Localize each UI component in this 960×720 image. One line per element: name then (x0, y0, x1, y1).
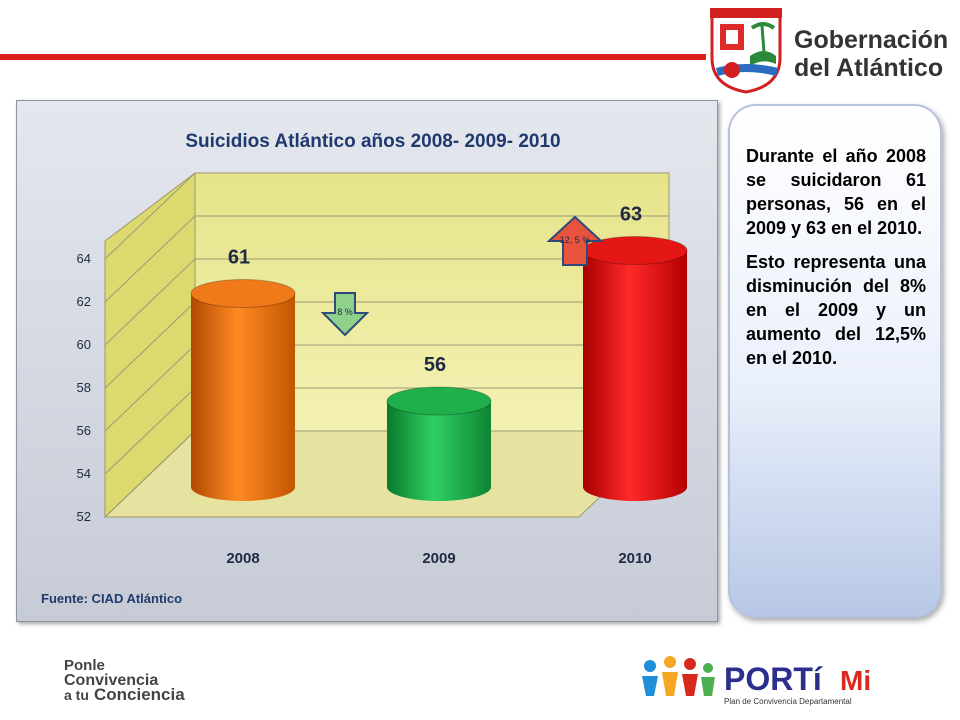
ponle-line3b: Conciencia (94, 685, 185, 702)
bar-body-1 (387, 401, 491, 501)
y-tick-label-4: 60 (77, 337, 91, 352)
x-tick-label-1: 2009 (422, 550, 455, 567)
bar-2010 (582, 236, 688, 501)
ponle-line1: Ponle (64, 657, 105, 674)
y-tick-label-0: 52 (77, 509, 91, 524)
header-red-rule (0, 54, 706, 60)
chart-source: Fuente: CIAD Atlántico (41, 591, 182, 606)
down-arrow-icon: 8 % (320, 292, 370, 337)
x-tick-label-2: 2010 (618, 550, 651, 567)
gridline-4 (104, 258, 669, 346)
data-label-2: 63 (620, 204, 642, 226)
gobernacion-logo: Gobernación del Atlántico (710, 8, 948, 94)
summary-card: Durante el año 2008 se suicidaron 61 per… (728, 104, 942, 618)
summary-paragraph-1: Durante el año 2008 se suicidaron 61 per… (746, 146, 926, 238)
y-tick-label-6: 64 (77, 251, 91, 266)
ponle-line3a: a tu (64, 687, 89, 702)
annotation-arrow-0 (320, 292, 370, 337)
y-tick-label-1: 54 (77, 466, 91, 481)
shield-icon (710, 8, 782, 94)
bar-top-0 (190, 279, 296, 308)
bar-2009 (386, 386, 492, 501)
portimi-mi: Mi (840, 665, 871, 696)
annotation-label-1: 12, 5 % (560, 235, 591, 245)
x-tick-label-0: 2008 (226, 550, 259, 567)
portimi-subtitle: Plan de Convivencia Departamental (724, 697, 852, 706)
gridline-5 (104, 215, 669, 303)
y-tick-label-5: 62 (77, 294, 91, 309)
data-label-0: 61 (228, 247, 250, 269)
bars (190, 236, 688, 501)
portimi-logo: PORTí Mi Plan de Convivencia Departament… (642, 656, 871, 706)
chart-title: Suicidios Atlántico años 2008- 2009- 201… (185, 131, 560, 152)
chart-panel: Suicidios Atlántico años 2008- 2009- 201… (16, 100, 718, 622)
annotation-arrow-1 (546, 215, 604, 266)
x-axis-ticks: 2008 2009 2010 (226, 550, 651, 567)
y-axis-ticks: 52 54 56 58 60 62 64 (77, 251, 91, 524)
y-tick-label-2: 56 (77, 423, 91, 438)
people-icon (642, 656, 715, 696)
portimi-word: PORTí (724, 661, 823, 697)
brand-line1: Gobernación (794, 26, 948, 54)
annotation-label-0: 8 % (337, 307, 353, 317)
brand-line2: del Atlántico (794, 54, 943, 82)
bar-top-1 (386, 386, 492, 416)
y-tick-label-3: 58 (77, 380, 91, 395)
data-labels: 61 56 63 (228, 204, 642, 377)
up-arrow-icon: 12, 5 % (546, 215, 604, 266)
ponle-convivencia-logo: Ponle Convivencia a tu Conciencia (64, 657, 185, 702)
bar-chart: Suicidios Atlántico años 2008- 2009- 201… (41, 131, 688, 606)
summary-paragraph-2: Esto representa una disminución del 8% e… (746, 252, 926, 368)
bar-body-2 (583, 250, 687, 501)
annotations: 8 % 12, 5 % (320, 215, 604, 337)
ponle-line2: Convivencia (64, 672, 158, 689)
data-label-1: 56 (424, 354, 446, 376)
gridline-6 (104, 172, 669, 260)
bar-body-0 (191, 293, 295, 501)
bar-2008 (190, 279, 296, 501)
